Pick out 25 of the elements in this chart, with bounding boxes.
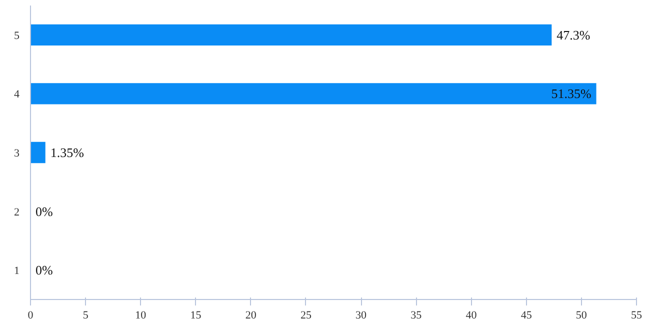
y-tick-label: 5 (14, 30, 20, 42)
x-tick-label: 50 (576, 310, 588, 322)
bar (30, 83, 596, 104)
bar (30, 24, 552, 46)
y-tick-label: 1 (14, 265, 20, 278)
x-tick-label: 5 (82, 310, 89, 322)
x-tick-label: 45 (520, 310, 532, 322)
y-tick-label: 4 (14, 88, 20, 101)
x-tick-label: 15 (190, 310, 202, 322)
x-tick-label: 10 (135, 310, 147, 322)
x-tick-label: 55 (631, 310, 642, 322)
x-tick-label: 30 (356, 310, 368, 322)
y-tick-label: 2 (14, 206, 20, 218)
data-label: 47.3% (556, 27, 590, 42)
x-tick-label: 35 (410, 310, 422, 322)
data-label: 1.35% (50, 145, 84, 160)
data-label: 0% (36, 262, 53, 278)
y-tick-label: 3 (14, 148, 20, 160)
bar (30, 142, 46, 164)
data-label: 51.35% (551, 86, 592, 102)
x-tick-label: 25 (300, 310, 312, 322)
x-tick-label: 20 (245, 310, 257, 322)
x-tick-label: 40 (466, 310, 478, 322)
data-label: 0% (36, 204, 53, 219)
x-tick-label: 0 (28, 310, 34, 322)
